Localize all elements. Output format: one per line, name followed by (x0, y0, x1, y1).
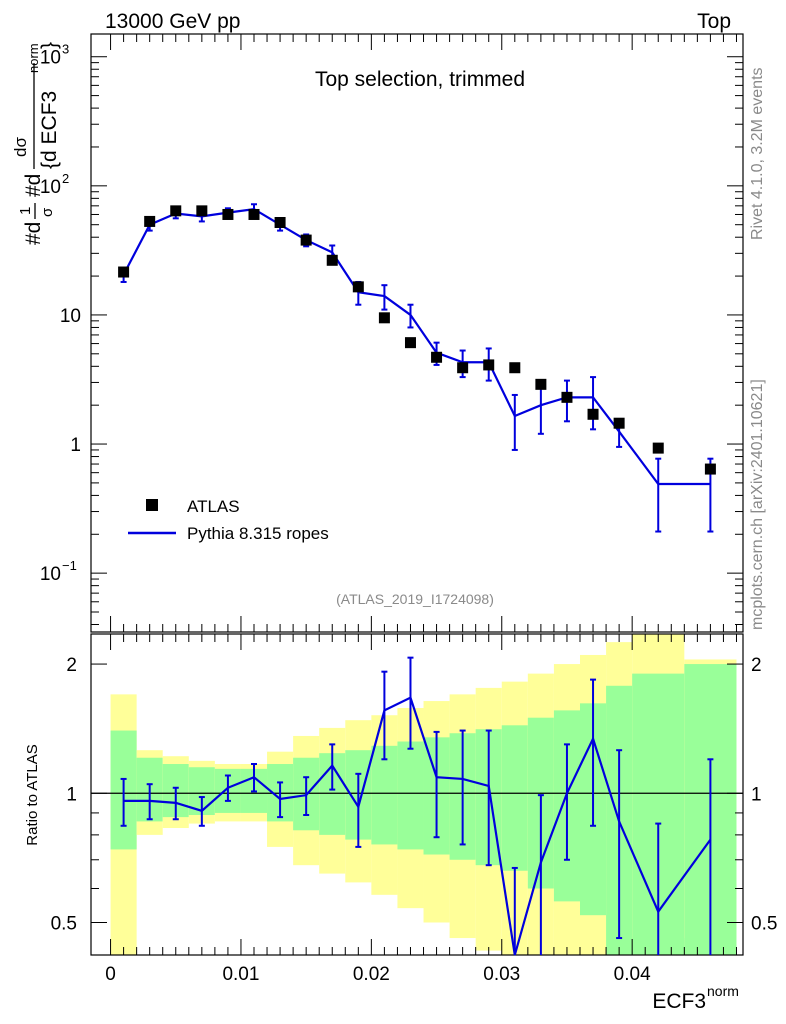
atlas-data-point (404, 337, 416, 349)
ylabel-frac2-num: dσ (11, 137, 30, 157)
x-tick-label: 0.01 (222, 964, 259, 985)
header-energy: 13000 GeV pp (105, 10, 240, 33)
atlas-data-point (222, 208, 234, 220)
band-inner-bin (501, 725, 528, 871)
ylabel-d1: #d (22, 222, 45, 245)
main-panel: Top selection, trimmed (ATLAS_2019_I1724… (11, 33, 744, 633)
atlas-data-point (378, 312, 390, 324)
atlas-data-point (704, 463, 716, 475)
ylabel-frac2-close: } (38, 42, 61, 49)
ratio-y-tick-label-left: 0.5 (51, 913, 77, 934)
main-y-tick-label: 10 (60, 306, 81, 327)
ylabel-frac1-num: 1 (17, 207, 34, 215)
atlas-data-point (326, 254, 338, 266)
legend-atlas-marker (146, 499, 158, 511)
atlas-data-point (274, 216, 286, 228)
x-tick-label: 0.02 (353, 964, 390, 985)
atlas-data-point (535, 378, 547, 390)
ratio-y-tick-label-right: 2 (751, 655, 762, 676)
atlas-data-point (170, 205, 182, 217)
ratio-mc-line (123, 696, 712, 956)
ratio-panel: Ratio to ATLAS ECF3 norm 0 0.01 0.02 0.03 0.… (24, 633, 777, 1013)
ratio-y-tick-label-left: 2 (66, 655, 77, 676)
atlas-data-point (457, 362, 469, 374)
main-y-tick-exponent: −1 (62, 558, 77, 573)
atlas-data-point (652, 442, 664, 454)
ylabel-frac1-den: σ (39, 207, 56, 217)
atlas-data-point (613, 417, 625, 429)
ratio-frame (90, 633, 744, 956)
mcplots-info: mcplots.cern.ch [arXiv:2401.10621] (749, 379, 766, 630)
main-y-tick-label: 1 (70, 435, 81, 456)
ratio-y-tick-label-left: 1 (66, 784, 77, 805)
main-y-tick-label: 10 (40, 177, 61, 198)
atlas-data-point (483, 359, 495, 371)
header-process: Top (697, 10, 731, 33)
x-tick-label: 0.03 (483, 964, 520, 985)
ylabel-frac2-sup: norm (26, 43, 41, 73)
legend-atlas-label: ATLAS (187, 497, 240, 516)
atlas-data-point (118, 266, 130, 278)
x-tick-label: 0 (105, 964, 116, 985)
legend: ATLAS Pythia 8.315 ropes (128, 497, 329, 543)
atlas-data-point (352, 281, 364, 293)
ylabel-frac2-den: {d ECF3 (38, 91, 61, 169)
ylabel-d2: #d (22, 174, 45, 197)
ratio-y-tick-label-right: 1 (751, 784, 762, 805)
atlas-data-point (587, 408, 599, 420)
atlas-data-point (509, 362, 521, 374)
atlas-data-point (196, 205, 208, 217)
main-y-axis-label: #d 1 σ #d dσ {d ECF3 norm } (11, 42, 61, 245)
legend-mc-label: Pythia 8.315 ropes (187, 524, 329, 543)
main-y-tick-label: 10 (40, 48, 61, 69)
atlas-data-point (144, 215, 156, 227)
atlas-data-point (431, 351, 443, 363)
band-inner-bin (371, 745, 398, 845)
atlas-data-point (561, 391, 573, 403)
rivet-info: Rivet 4.1.0, 3.2M events (749, 67, 766, 240)
x-tick-label: 0.04 (614, 964, 651, 985)
ratio-y-tick-label-right: 0.5 (751, 913, 777, 934)
band-inner-bin (397, 741, 424, 850)
x-axis-label-sup: norm (707, 983, 739, 999)
plot-title: Top selection, trimmed (315, 68, 525, 91)
ratio-y-axis-label: Ratio to ATLAS (24, 744, 41, 845)
analysis-label: (ATLAS_2019_I1724098) (336, 591, 494, 607)
main-frame (90, 33, 744, 633)
mc-line (122, 207, 711, 486)
atlas-data-point (300, 234, 312, 246)
main-y-tick-exponent: 3 (62, 42, 69, 57)
x-axis-label: ECF3 (652, 990, 706, 1013)
main-y-tick-exponent: 2 (62, 171, 69, 186)
main-y-tick-label: 10 (40, 564, 61, 585)
atlas-data-point (248, 208, 260, 220)
